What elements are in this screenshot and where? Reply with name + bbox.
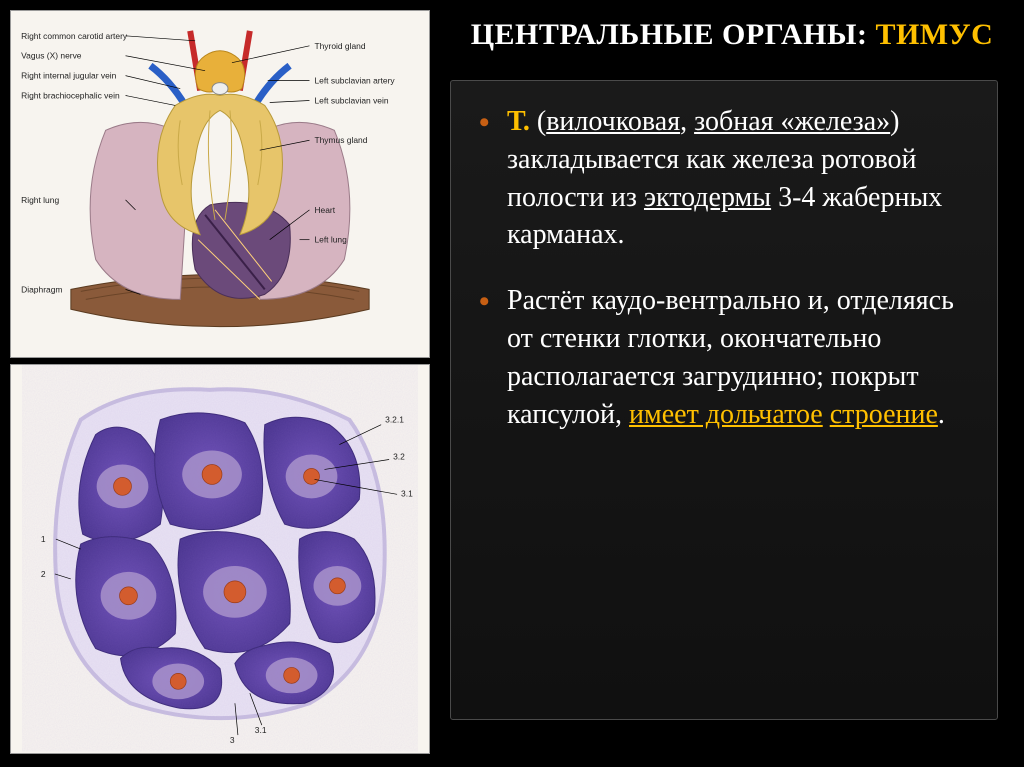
histology-label: 3.1	[255, 725, 267, 735]
title-prefix: ЦЕНТРАЛЬНЫЕ ОРГАНЫ:	[471, 18, 876, 51]
anatomy-label: Vagus (X) nerve	[21, 51, 82, 61]
term-underlined: вилочковая	[546, 106, 680, 137]
text-panel: Т. (вилочковая, зобная «железа») заклады…	[450, 80, 998, 720]
figure-column: Right common carotid artery Vagus (X) ne…	[10, 10, 430, 757]
anatomy-label: Left subclavian artery	[314, 76, 395, 86]
anatomy-label: Right common carotid artery	[21, 31, 128, 41]
bullet-lead: Т.	[507, 106, 530, 137]
histology-figure: 3.2.1 3.2 3.1 1 2 3 3.1	[10, 364, 430, 754]
term-highlight: имеет дольчатое	[629, 399, 823, 430]
anatomy-label: Thyroid gland	[314, 41, 365, 51]
anatomy-label: Thymus gland	[314, 135, 367, 145]
anatomy-label: Diaphragm	[21, 284, 62, 294]
term-highlight: строение	[830, 399, 938, 430]
anatomy-label: Left lung	[314, 235, 347, 245]
slide-title: ЦЕНТРАЛЬНЫЕ ОРГАНЫ: ТИМУС	[470, 18, 994, 52]
anatomy-label: Right brachiocephalic vein	[21, 90, 120, 100]
bullet-item: Растёт каудо-вентрально и, отделяясь от …	[473, 282, 975, 433]
bullet-item: Т. (вилочковая, зобная «железа») заклады…	[473, 103, 975, 254]
bullet-list: Т. (вилочковая, зобная «железа») заклады…	[473, 103, 975, 433]
histology-label: 2	[41, 569, 46, 579]
title-accent: ТИМУС	[875, 18, 993, 51]
histology-label: 3	[230, 735, 235, 745]
histology-label: 1	[41, 534, 46, 544]
term-underlined: зобная «железа»	[694, 106, 890, 137]
anatomy-label: Right lung	[21, 195, 59, 205]
anatomy-figure: Right common carotid artery Vagus (X) ne…	[10, 10, 430, 358]
anatomy-label: Left subclavian vein	[314, 95, 388, 105]
histology-label: 3.2.1	[385, 415, 404, 425]
histology-label: 3.2	[393, 452, 405, 462]
histology-label: 3.1	[401, 488, 413, 498]
term-underlined: эктодермы	[644, 182, 771, 213]
histology-svg: 3.2.1 3.2 3.1 1 2 3 3.1	[11, 365, 429, 753]
anatomy-label: Heart	[314, 205, 335, 215]
anatomy-svg: Right common carotid artery Vagus (X) ne…	[11, 11, 429, 357]
anatomy-label: Right internal jugular vein	[21, 71, 117, 81]
